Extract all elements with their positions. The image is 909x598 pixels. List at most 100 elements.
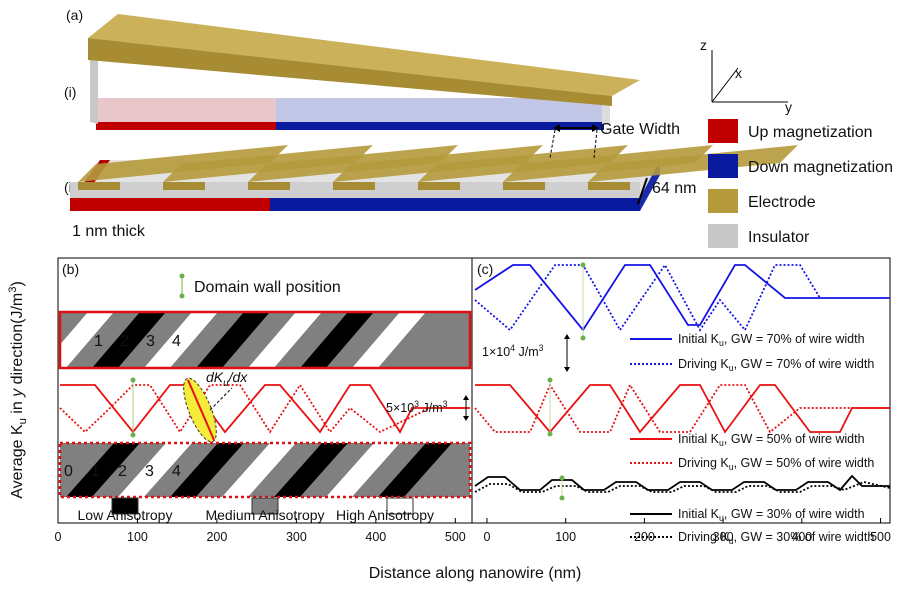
- height-label: 64 nm: [652, 180, 696, 197]
- marker-dot: [180, 294, 185, 299]
- legend-label: Driving Ku, GW = 50% of wire width: [678, 456, 874, 472]
- ku-curve: [475, 265, 890, 330]
- electrode-front: [163, 182, 205, 190]
- curve-legend: Initial Ku, GW = 70% of wire width Drivin…: [630, 332, 874, 546]
- region-label: 1: [94, 333, 103, 350]
- region-label: 0: [64, 463, 73, 480]
- scale-bar-label: 1×104 J/m3: [482, 343, 544, 359]
- legend-swatch: [708, 119, 738, 143]
- panel-label: (c): [477, 261, 493, 277]
- text-part: , GW = 70% of wire width: [724, 332, 865, 346]
- electrode-front: [503, 182, 545, 190]
- text-part: direction(J/m: [9, 293, 26, 389]
- axis-letter: y: [785, 99, 792, 115]
- text-part: 3: [539, 343, 544, 353]
- up-region: [96, 98, 276, 122]
- marker-dot: [180, 274, 185, 279]
- legend-label: Driving Ku, GW = 70% of wire width: [678, 357, 874, 373]
- up-wire: [96, 122, 276, 130]
- arrow-head: [463, 395, 469, 400]
- legend-label: Insulator: [748, 229, 810, 246]
- down-region: [276, 98, 604, 122]
- pointer: [210, 388, 232, 410]
- y-axis-title: Average Ku in y direction(J/m3): [7, 281, 29, 499]
- axis-letter: x: [735, 65, 742, 81]
- device-i: [88, 14, 640, 130]
- x-tick-label: 200: [634, 530, 655, 544]
- text-part: 1×10: [482, 345, 510, 359]
- panel-label: (a): [66, 7, 83, 23]
- x-tick-label: 500: [445, 530, 466, 544]
- stripes: [40, 443, 452, 497]
- gradient-label: dKu/dx: [206, 369, 248, 389]
- anisotropy-legend: Low Anisotropy Medium Anisotropy High Anis…: [78, 498, 435, 523]
- text-part: , GW = 50% of wire width: [724, 432, 865, 446]
- device-ii: [70, 145, 798, 211]
- x-tick-label: 400: [365, 530, 386, 544]
- text-part: Initial K: [678, 332, 720, 346]
- legend-label: Initial Ku, GW = 70% of wire width: [678, 332, 865, 348]
- region-label: 2: [120, 333, 129, 350]
- electrode-front: [418, 182, 460, 190]
- text-part: Initial K: [678, 432, 720, 446]
- marker-dot: [560, 496, 565, 501]
- legend-label: Down magnetization: [748, 159, 893, 176]
- coordinate-axes: z x y: [700, 37, 792, 115]
- text-part: Driving K: [678, 456, 729, 470]
- text-part: 3: [443, 399, 448, 409]
- legend-label: Initial Ku, GW = 30% of wire width: [678, 507, 865, 523]
- text-part: J/m: [419, 401, 443, 415]
- marker-dot: [560, 476, 565, 481]
- x-tick-label: 100: [127, 530, 148, 544]
- electrode-front: [248, 182, 290, 190]
- text-part: in: [9, 397, 26, 418]
- ku-curve: [475, 385, 890, 432]
- x-tick-label: 300: [713, 530, 734, 544]
- scale-bar-label: 5×103 J/m3: [386, 399, 448, 415]
- x-tick-label: 300: [286, 530, 307, 544]
- domain-wall-label: Domain wall position: [194, 279, 341, 296]
- ku-curve: [475, 265, 820, 330]
- text-part: Driving K: [678, 357, 729, 371]
- x-tick-label: 400: [791, 530, 812, 544]
- arrow-head: [564, 334, 570, 339]
- marker-dot: [581, 336, 586, 341]
- arrow-head: [564, 367, 570, 372]
- text-part: 5×10: [386, 401, 414, 415]
- text-part: ): [9, 281, 26, 286]
- electrode-front: [78, 182, 120, 190]
- x-tick-label: 0: [483, 530, 490, 544]
- legend-label: Low Anisotropy: [78, 507, 173, 523]
- text-part: , GW = 50% of wire width: [734, 456, 875, 470]
- region-label: 3: [146, 333, 155, 350]
- x-tick-label: 500: [870, 530, 891, 544]
- gate-width-label: Gate Width: [600, 121, 680, 138]
- panel-label: (b): [62, 261, 79, 277]
- up-wire: [70, 198, 270, 211]
- legend-swatch: [708, 154, 738, 178]
- down-wire: [270, 198, 640, 211]
- legend-label: High Anisotropy: [336, 507, 434, 523]
- x-tick-label: 200: [206, 530, 227, 544]
- marker-dot: [548, 378, 553, 383]
- legend-label: Electrode: [748, 194, 816, 211]
- legend-label: Medium Anisotropy: [205, 507, 324, 523]
- x-tick-label: 0: [55, 530, 62, 544]
- marker-dot: [581, 263, 586, 268]
- region-label: 3: [145, 463, 154, 480]
- region-label: 4: [172, 463, 181, 480]
- text-part: J/m: [515, 345, 539, 359]
- legend-swatch: [708, 189, 738, 213]
- axis-letter: z: [700, 37, 707, 53]
- legend-label: Driving Ku, GW = 30% of wire width: [678, 530, 874, 546]
- ku-curve: [475, 476, 890, 490]
- marker-dot: [131, 433, 136, 438]
- text-part: Average K: [9, 424, 26, 499]
- row-label: (i): [64, 84, 76, 100]
- thickness-label: 1 nm thick: [72, 223, 146, 240]
- region-label: 2: [118, 463, 127, 480]
- marker-dot: [131, 378, 136, 383]
- legend-swatch: [708, 224, 738, 248]
- text-part: , GW = 70% of wire width: [734, 357, 875, 371]
